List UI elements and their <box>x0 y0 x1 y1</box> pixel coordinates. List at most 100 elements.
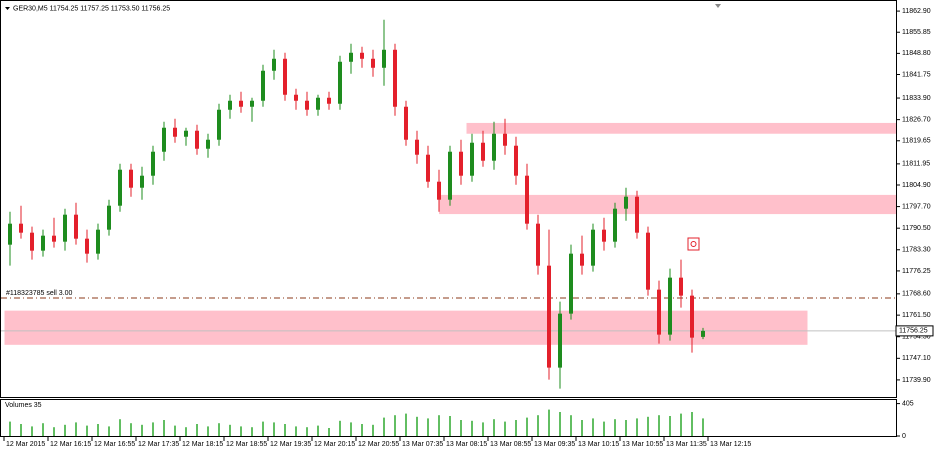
y-tick-label: 11855.85 <box>902 29 931 36</box>
candle-body <box>162 127 166 152</box>
y-tick-label: 11761.50 <box>902 312 931 319</box>
volume-pane <box>0 399 897 437</box>
candle-body <box>19 223 23 233</box>
order-label: #118323785 sell 3.00 <box>6 290 73 297</box>
volume-title: Volumes 35 <box>5 402 42 409</box>
x-tick-label: 12 Mar 16:55 <box>94 441 135 448</box>
candle-body <box>492 133 496 161</box>
y-tick-label: 11826.70 <box>902 116 931 123</box>
x-tick-label: 13 Mar 10:55 <box>622 441 663 448</box>
candle-body <box>415 139 419 155</box>
candle-body <box>371 58 375 68</box>
candle-body <box>558 313 562 368</box>
candle-body <box>602 229 606 242</box>
price-label: 11756.25 <box>899 328 928 335</box>
zone <box>439 194 896 215</box>
candle-body <box>41 235 45 251</box>
candle-body <box>470 142 474 176</box>
candle-body <box>679 277 683 296</box>
candle-body <box>107 205 111 230</box>
candle-body <box>580 253 584 266</box>
y-tick-label: 11739.90 <box>902 377 931 384</box>
candle-body <box>503 133 507 146</box>
candle-body <box>52 235 56 242</box>
candle-body <box>657 289 661 335</box>
candle-body <box>305 100 309 110</box>
candle-body <box>646 232 650 290</box>
candle-body <box>701 330 705 337</box>
candle-body <box>8 223 12 245</box>
alert-icon <box>687 237 700 251</box>
x-tick-label: 12 Mar 16:15 <box>50 441 91 448</box>
candle-body <box>316 97 320 110</box>
volume-tick-label: 0 <box>902 433 906 440</box>
y-tick-label: 11811.95 <box>902 161 930 168</box>
y-tick-label: 11790.50 <box>902 225 931 232</box>
x-tick-label: 13 Mar 10:15 <box>578 441 619 448</box>
x-tick-label: 13 Mar 12:15 <box>710 441 751 448</box>
candle-body <box>85 238 89 254</box>
x-tick-label: 12 Mar 18:15 <box>182 441 223 448</box>
candle-body <box>294 94 298 101</box>
candle-body <box>184 130 188 137</box>
candle-body <box>217 109 221 140</box>
candle-body <box>129 169 133 188</box>
x-tick-label: 13 Mar 08:55 <box>490 441 531 448</box>
candle-body <box>250 100 254 107</box>
y-tick-label: 11819.65 <box>902 138 931 145</box>
candle-body <box>668 277 672 335</box>
candle-body <box>360 52 364 59</box>
candle-body <box>173 127 177 137</box>
candle-body <box>151 151 155 176</box>
x-tick-label: 13 Mar 09:35 <box>534 441 575 448</box>
x-tick-label: 12 Mar 17:35 <box>138 441 179 448</box>
y-tick-label: 11783.30 <box>902 247 931 254</box>
y-tick-label: 11848.80 <box>902 50 931 57</box>
candle-body <box>437 181 441 200</box>
y-tick-label: 11754.30 <box>902 334 931 341</box>
volume-tick-label: 405 <box>902 400 914 407</box>
candle-body <box>624 196 628 209</box>
candle-body <box>569 253 573 314</box>
candle-body <box>206 139 210 149</box>
candle-body <box>63 214 67 242</box>
candle-body <box>30 232 34 251</box>
y-tick-label: 11747.10 <box>902 355 931 362</box>
x-tick-label: 12 Mar 2015 <box>6 441 45 448</box>
candle-body <box>481 142 485 161</box>
scroll-marker <box>715 4 721 8</box>
symbol-arrow <box>5 7 10 10</box>
candle-body <box>426 154 430 182</box>
x-tick-label: 12 Mar 19:35 <box>270 441 311 448</box>
candle-body <box>404 106 408 140</box>
zone <box>466 122 896 134</box>
candle-body <box>327 97 331 104</box>
y-tick-label: 11804.90 <box>902 182 931 189</box>
candle-body <box>514 145 518 176</box>
y-tick-label: 11862.90 <box>902 8 931 15</box>
candle-body <box>448 151 452 200</box>
zone <box>4 310 808 345</box>
y-tick-label: 11776.25 <box>902 268 931 275</box>
x-tick-label: 12 Mar 20:15 <box>314 441 355 448</box>
candle-body <box>690 295 694 338</box>
candle-body <box>613 208 617 242</box>
candle-body <box>195 130 199 149</box>
candle-body <box>393 49 397 107</box>
y-tick-label: 11768.60 <box>902 291 931 298</box>
candle-body <box>547 265 551 368</box>
x-tick-label: 12 Mar 18:55 <box>226 441 267 448</box>
candle-body <box>140 175 144 188</box>
x-tick-label: 13 Mar 08:15 <box>446 441 487 448</box>
x-tick-label: 12 Mar 20:55 <box>358 441 399 448</box>
candle-body <box>536 223 540 266</box>
candle-body <box>338 61 342 104</box>
y-tick-label: 11841.75 <box>902 71 931 78</box>
candle-body <box>459 151 463 176</box>
y-tick-label: 11797.70 <box>902 203 931 210</box>
candle-body <box>261 70 265 101</box>
candle-body <box>228 100 232 110</box>
candle-body <box>283 58 287 95</box>
symbol-header: GER30,M5 11754.25 11757.25 11753.50 1175… <box>13 5 170 12</box>
